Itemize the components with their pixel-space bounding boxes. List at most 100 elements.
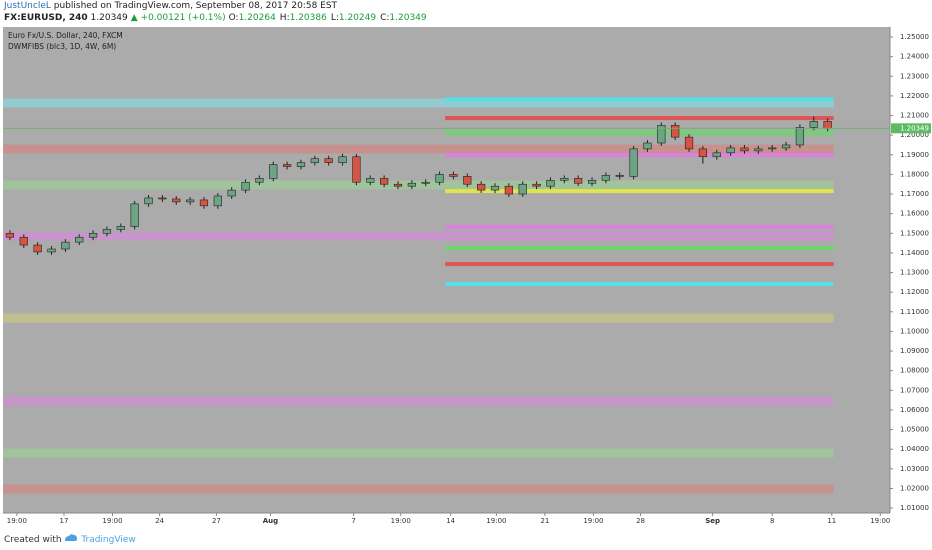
level-zone [3, 313, 834, 323]
level-line [445, 246, 834, 251]
change: ▲ +0.00121 (+0.1%) [130, 13, 226, 23]
candle-body [61, 241, 70, 250]
level-line [445, 282, 834, 287]
x-tick-label: 19:00 [391, 517, 411, 525]
logo [65, 534, 78, 541]
x-tick-label: 21 [540, 517, 549, 525]
y-tick-label: 1.13000 [900, 269, 929, 277]
y-tick-label: 1.03000 [900, 465, 929, 473]
ohlc-label: H: [279, 13, 290, 23]
y-tick-label: 1.08000 [900, 367, 929, 375]
ohlc-label: C: [380, 13, 390, 23]
y-tick-label: 1.16000 [900, 210, 929, 218]
x-tick-label: 17 [60, 517, 69, 525]
ohlc-label: L: [330, 13, 339, 23]
last-price-box [891, 123, 931, 134]
y-tick-label: 1.19000 [900, 151, 929, 159]
candle-body [172, 198, 181, 203]
ohlc-value: 1.20249 [338, 13, 377, 23]
candle-body [671, 125, 680, 138]
candle-body [477, 183, 486, 191]
y-tick-label: 1.25000 [900, 33, 929, 41]
level-line [445, 152, 834, 157]
candle-body [158, 197, 167, 200]
y-tick-label: 1.04000 [900, 445, 929, 453]
publish-line: JustUncleL published on TradingView.com,… [4, 1, 340, 11]
series-label: Euro Fx/U.S. Dollar, 240, FXCM [8, 31, 123, 40]
candle-body [310, 158, 319, 163]
x-tick-label: 7 [351, 517, 355, 525]
chart: Euro Fx/U.S. Dollar, 240, FXCM DWMFIBS (… [3, 27, 931, 525]
candle-body [338, 156, 347, 163]
created: Created with [4, 535, 62, 545]
x-tick-label: 8 [770, 517, 774, 525]
y-tick-label: 1.14000 [900, 249, 929, 257]
candle-body [809, 121, 818, 128]
candle-body [684, 136, 694, 150]
y-tick-label: 1.21000 [900, 112, 929, 120]
candle-body [587, 179, 597, 184]
candle-body [144, 197, 153, 205]
y-tick-label: 1.18000 [900, 170, 929, 178]
brand[interactable]: TradingView [81, 535, 136, 545]
quote-line: FX:EURUSD, 240 1.20349 ▲ +0.00121 (+0.1%)… [4, 13, 434, 23]
indicator-label: DWMFIBS (blc3, 1D, 4W, 6M) [8, 42, 116, 51]
ohlc-label: O: [228, 13, 239, 23]
candle-body [490, 185, 500, 191]
author[interactable]: JustUncleL [4, 1, 51, 11]
level-zone [3, 396, 834, 406]
candle-body [283, 164, 292, 167]
y-tick-label: 1.20000 [900, 131, 929, 139]
x-tick-label: 19:00 [870, 517, 890, 525]
y-tick-label: 1.22000 [900, 92, 929, 100]
candle-body [615, 175, 624, 177]
x-tick-label: Aug [263, 517, 278, 525]
candle-body [75, 236, 84, 243]
candle-body [88, 232, 98, 238]
level-zone [3, 144, 834, 154]
y-tick-label: 1.07000 [900, 386, 929, 394]
candle-body [768, 147, 777, 150]
candle-body [643, 142, 652, 150]
level-zone [3, 98, 834, 108]
candle-body [213, 195, 222, 207]
candle-body [712, 152, 721, 158]
candle-body [199, 199, 209, 207]
x-tick-label: 27 [212, 517, 221, 525]
ohlc-value: 1.20386 [289, 13, 327, 23]
ohlc-value: 1.20264 [238, 13, 276, 23]
candle-body [5, 232, 15, 238]
y-tick-label: 1.10000 [900, 327, 929, 335]
level-line [445, 189, 834, 194]
footer: Created with TradingView [4, 533, 136, 545]
candle-body [393, 183, 403, 187]
candle-body [47, 248, 56, 253]
symbol: FX:EURUSD, 240 [4, 13, 88, 23]
level-line [445, 130, 834, 135]
candle-body [560, 178, 569, 181]
y-tick-label: 1.17000 [900, 190, 929, 198]
candle-body [574, 178, 583, 184]
y-tick-label: 1.06000 [900, 406, 929, 414]
candle-body [116, 226, 125, 230]
y-tick-label: 1.11000 [900, 308, 929, 316]
candle-body [185, 199, 195, 203]
level-zone [3, 231, 834, 241]
candle-body [296, 162, 306, 167]
y-tick-label: 1.02000 [900, 484, 929, 492]
x-tick-label: 14 [446, 517, 455, 525]
candle-body [823, 121, 832, 129]
candle-body [33, 244, 42, 253]
y-tick-label: 1.12000 [900, 288, 929, 296]
candle-body [130, 203, 139, 227]
plot-background [3, 27, 890, 513]
y-tick-label: 1.23000 [900, 72, 929, 80]
candle-body [726, 147, 735, 154]
y-tick-label: 1.15000 [900, 229, 929, 237]
x-tick-label: 11 [827, 517, 836, 525]
level-zone [3, 448, 834, 458]
candle-body [532, 183, 541, 187]
candle-body [102, 229, 112, 234]
x-tick-label: 28 [636, 517, 645, 525]
